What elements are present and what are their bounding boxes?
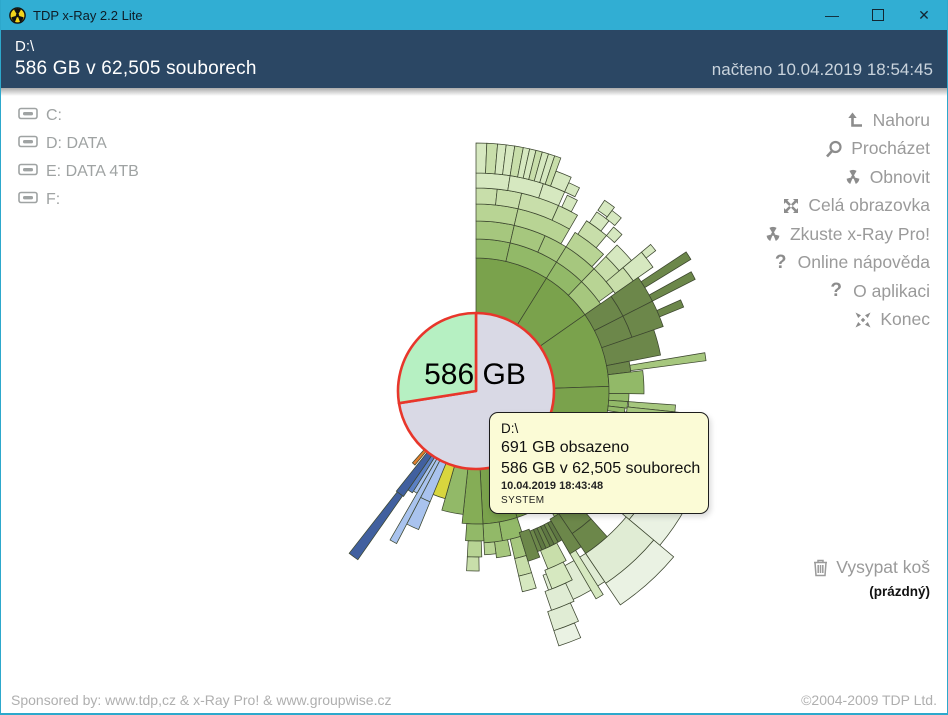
status-bar: Sponsored by: www.tdp,cz & x-Ray Pro! & … (11, 692, 937, 708)
drive-label: C: (46, 107, 62, 124)
loaded-timestamp: načteno 10.04.2019 18:54:45 (711, 60, 933, 79)
trash-icon (814, 559, 828, 577)
sunburst-segment[interactable] (629, 352, 707, 372)
menu-item-o-aplikaci[interactable]: ? O aplikaci (763, 277, 930, 306)
sunburst-segment[interactable] (605, 226, 623, 244)
menu-item-label: Zkuste x-Ray Pro! (789, 223, 930, 244)
sunburst-segment[interactable] (348, 491, 404, 561)
empty-trash-label: Vysypat koš (836, 557, 930, 577)
header: D:\ 586 GB v 62,505 souborech načteno 10… (1, 30, 947, 88)
sunburst-segment[interactable] (601, 329, 661, 367)
menu-item-obnovit[interactable]: Obnovit (763, 163, 930, 192)
sunburst-segment[interactable] (648, 271, 696, 302)
sunburst-segment[interactable] (622, 300, 664, 338)
trash-status: (prázdný) (869, 584, 930, 599)
size-summary: 586 GB v 62,505 souborech (15, 58, 257, 79)
sunburst-segment[interactable] (549, 513, 582, 555)
sunburst-segment[interactable] (640, 243, 657, 259)
menu-item-online-n-pov-da[interactable]: ? Online nápověda (763, 249, 930, 278)
title-bar: TDP x-Ray 2.2 Lite — ✕ (1, 0, 947, 30)
menu-item-label: Procházet (851, 138, 930, 159)
tooltip-date: 10.04.2019 18:43:48 (501, 480, 604, 492)
exit-icon (853, 310, 873, 330)
sunburst-segment[interactable] (544, 155, 562, 187)
sunburst-segment[interactable] (482, 521, 503, 544)
sunburst-segment[interactable] (475, 187, 498, 206)
trash-section: Vysypat koš (prázdný) (812, 557, 930, 599)
drive-item-d[interactable]: D: DATA (18, 130, 139, 158)
radiation-icon (763, 224, 783, 244)
sunburst-segment[interactable] (553, 622, 582, 647)
drive-item-e[interactable]: E: DATA 4TB (18, 158, 139, 186)
main-menu: Nahoru Procházet Obnovit Celá obrazovka Zkus… (763, 106, 930, 334)
hdd-icon (18, 107, 46, 125)
chart-center-label: 586 GB (424, 358, 526, 391)
sunburst-segment[interactable] (551, 205, 579, 230)
question-icon: ? (774, 251, 787, 273)
sunburst-segment[interactable] (605, 539, 675, 606)
sunburst-segment[interactable] (518, 528, 541, 562)
sunburst-segment[interactable] (465, 523, 485, 542)
search-icon (824, 139, 844, 159)
menu-item-label: O aplikaci (853, 280, 930, 301)
drive-list: C: D: DATA E: DATA 4TB F: (18, 102, 139, 214)
radiation-icon (843, 167, 863, 187)
menu-item-label: Online nápověda (797, 252, 930, 273)
sunburst-segment[interactable] (483, 541, 497, 556)
empty-trash-button[interactable]: Vysypat koš (812, 557, 930, 578)
app-radiation-logo-icon (9, 6, 26, 24)
drive-label: D: DATA (46, 135, 107, 152)
sunburst-segment[interactable] (607, 370, 645, 395)
info-tooltip: D:\ 691 GB obsazeno 586 GB v 62,505 soub… (489, 412, 709, 514)
tooltip-path: D:\ (501, 421, 519, 436)
tooltip-files: 586 GB v 62,505 souborech (501, 460, 701, 477)
drive-label: E: DATA 4TB (46, 163, 139, 180)
sponsor-text: Sponsored by: www.tdp,cz & x-Ray Pro! & … (11, 692, 392, 708)
menu-item-zkuste-x-ray-pro[interactable]: Zkuste x-Ray Pro! (763, 220, 930, 249)
sunburst-segment[interactable] (640, 251, 692, 289)
sunburst-segment[interactable] (571, 518, 608, 555)
question-icon: ? (830, 280, 842, 302)
sunburst-segment[interactable] (475, 172, 511, 191)
sunburst-segment[interactable] (550, 170, 572, 193)
menu-item-label: Celá obrazovka (808, 195, 930, 216)
sunburst-segment[interactable] (561, 194, 578, 213)
sunburst-segment[interactable] (466, 556, 480, 572)
maximize-button[interactable] (855, 0, 901, 30)
hdd-icon (18, 191, 46, 209)
sunburst-segment[interactable] (656, 299, 685, 318)
minimize-button[interactable]: — (825, 7, 839, 23)
current-path: D:\ (15, 38, 35, 55)
menu-item-proch-zet[interactable]: Procházet (763, 135, 930, 164)
hdd-icon (18, 135, 46, 153)
drive-label: F: (46, 191, 61, 208)
drive-item-f[interactable]: F: (18, 186, 139, 214)
sunburst-segment[interactable] (494, 539, 512, 559)
sunburst-segment[interactable] (564, 182, 581, 198)
menu-item-label: Obnovit (869, 166, 930, 187)
menu-item-label: Nahoru (872, 109, 930, 130)
sunburst-segment[interactable] (466, 540, 483, 558)
tooltip-occupied: 691 GB obsazeno (501, 439, 630, 456)
menu-item-cel-obrazovka[interactable]: Celá obrazovka (763, 192, 930, 221)
up-icon (846, 110, 866, 130)
tooltip-volume-label: SYSTEM (501, 495, 545, 506)
drive-item-c[interactable]: C: (18, 102, 139, 130)
sunburst-segment[interactable] (518, 572, 537, 593)
header-shadow (1, 88, 947, 96)
menu-item-label: Konec (880, 309, 930, 330)
pie-slice-free[interactable] (396, 311, 478, 405)
copyright-text: ©2004-2009 TDP Ltd. (801, 692, 937, 708)
hdd-icon (18, 163, 46, 181)
menu-item-nahoru[interactable]: Nahoru (763, 106, 930, 135)
sunburst-segment[interactable] (475, 142, 488, 174)
app-title: TDP x-Ray 2.2 Lite (33, 7, 143, 23)
sunburst-segment[interactable] (475, 238, 511, 262)
sunburst-segment[interactable] (605, 209, 622, 227)
fullscreen-icon (781, 196, 801, 216)
menu-item-konec[interactable]: Konec (763, 306, 930, 335)
maximize-icon (872, 9, 884, 21)
close-button[interactable]: ✕ (918, 6, 930, 23)
